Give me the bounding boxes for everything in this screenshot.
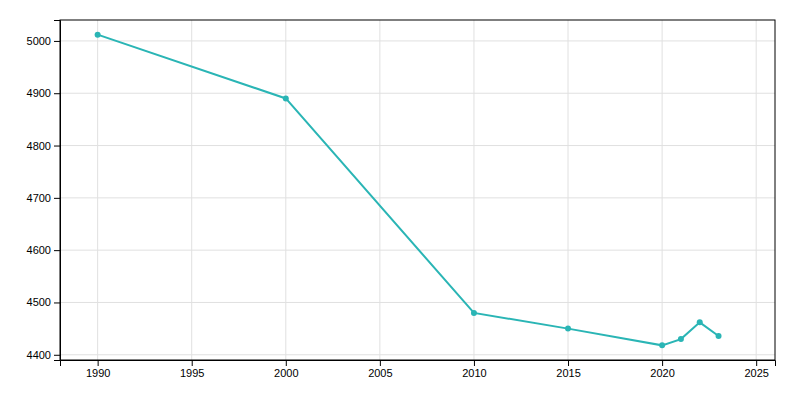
tick-mark [54,41,60,42]
tick-mark [474,360,475,366]
axis-line [54,21,61,361]
tick-label: 1995 [180,367,204,379]
tick-mark [54,198,60,199]
tick: 2010 [462,360,486,379]
grid-line-x [662,20,663,360]
tick-label: 2015 [556,367,580,379]
tick-mark [54,93,60,94]
tick-mark [662,360,663,366]
tick-label: 2005 [368,367,392,379]
x-axis: 1990 1995 2000 2005 2010 2015 2020 2025 [61,360,776,379]
grid-line-y [60,354,775,355]
tick-label: 4600 [27,244,51,256]
plot: 1990 1995 2000 2005 2010 2015 2020 2025 4400 4500… [27,20,776,379]
tick-mark [98,360,99,366]
tick: 4700 [27,192,60,204]
tick-label: 2000 [274,367,298,379]
point [95,32,101,38]
tick-label: 4500 [27,296,51,308]
grid-line-x [379,20,380,360]
tick-label: 2010 [462,367,486,379]
tick-label: 4400 [27,349,51,361]
tick-mark [286,360,287,366]
grid-line-x [191,20,192,360]
line [98,35,719,346]
grid-line-y [60,197,775,198]
tick: 2000 [274,360,298,379]
tick: 2005 [368,360,392,379]
tick: 4600 [27,244,60,256]
tick-label: 5000 [27,35,51,47]
tick-mark [380,360,381,366]
point [283,95,289,101]
point [659,342,665,348]
data-layer [95,32,722,349]
point [565,326,571,332]
grid-line-y [60,145,775,146]
tick: 2020 [650,360,674,379]
tick-label: 4900 [27,87,51,99]
point [678,336,684,342]
tick-mark [54,355,60,356]
tick: 1995 [180,360,204,379]
y-axis: 4400 4500 4600 4700 4800 4900 5000 [27,21,61,361]
tick-mark [192,360,193,366]
point [471,310,477,316]
tick-label: 4700 [27,192,51,204]
tick: 4500 [27,296,60,308]
plot-frame [60,20,775,360]
tick: 4900 [27,87,60,99]
tick-label: 4800 [27,140,51,152]
tick: 4400 [27,349,60,361]
grid-line-x [473,20,474,360]
tick-mark [568,360,569,366]
tick: 5000 [27,35,60,47]
grid-line-x [285,20,286,360]
tick-label: 2025 [744,367,768,379]
tick: 2025 [744,360,768,379]
grid [60,20,775,360]
tick: 2015 [556,360,580,379]
point [716,333,722,339]
tick-mark [54,146,60,147]
grid-line-x [97,20,98,360]
grid-line-x [568,20,569,360]
grid-line-y [60,40,775,41]
grid-line-y [60,93,775,94]
grid-line-x [756,20,757,360]
tick: 4800 [27,140,60,152]
axis-line [61,361,776,367]
grid-line-y [60,302,775,303]
tick-label: 1990 [86,367,110,379]
tick-mark [756,360,757,366]
tick: 1990 [86,360,110,379]
chart: 1990 1995 2000 2005 2010 2015 2020 2025 4400 4500… [0,0,800,400]
tick-mark [54,250,60,251]
point [697,319,703,325]
tick-label: 2020 [650,367,674,379]
tick-mark [54,302,60,303]
